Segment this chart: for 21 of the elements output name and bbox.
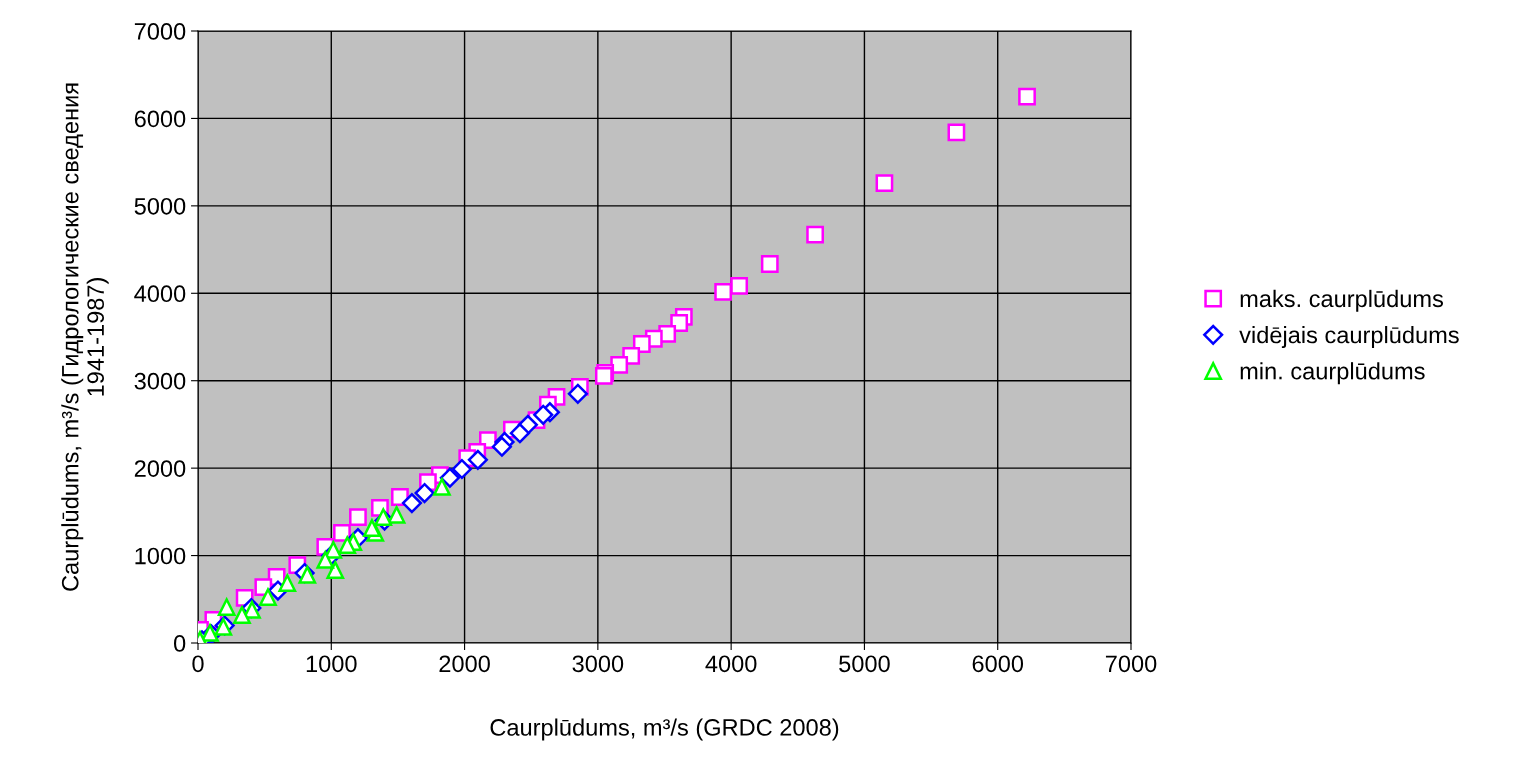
x-tick-label: 3000 xyxy=(572,655,624,673)
x-axis-title: Caurplūdums, m³/s (GRDC 2008) xyxy=(490,718,839,741)
y-tick-label: 0 xyxy=(173,635,186,652)
x-tick-label: 1000 xyxy=(306,655,357,673)
y-tick-label: 1000 xyxy=(135,547,186,565)
y-tick-label: 4000 xyxy=(134,285,186,303)
legend-label: vidējais caurplūdums xyxy=(1239,326,1459,348)
y-axis-title: Caurplūdums, m³/s (Гидрологические сведения 1941-1987) xyxy=(61,83,109,591)
x-tick-label: 5000 xyxy=(839,655,890,673)
legend-label: min. caurplūdums xyxy=(1240,362,1425,385)
y-tick-label: 5000 xyxy=(134,197,186,215)
y-tick-label: 6000 xyxy=(134,110,186,128)
x-tick-label: 6000 xyxy=(972,655,1024,673)
x-tick-label: 2000 xyxy=(439,655,490,673)
y-tick-label: 7000 xyxy=(134,23,186,40)
x-tick-label: 4000 xyxy=(705,655,757,673)
legend-label: maks. caurplūdums xyxy=(1240,289,1444,312)
y-tick-label: 2000 xyxy=(134,460,186,477)
x-tick-label: 0 xyxy=(192,655,204,673)
x-tick-label: 7000 xyxy=(1105,655,1157,673)
y-tick-label: 3000 xyxy=(134,372,186,390)
